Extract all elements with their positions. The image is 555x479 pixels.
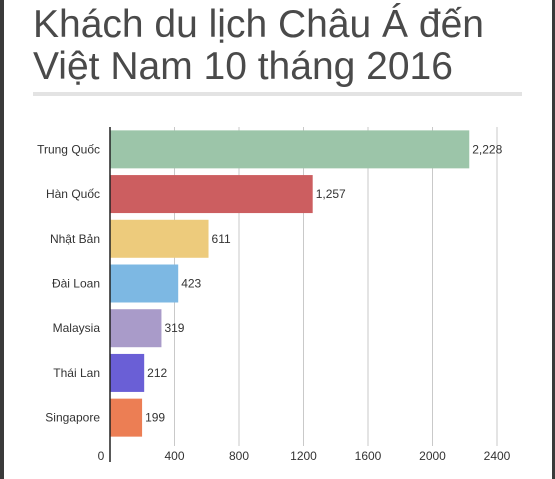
value-label: 423: [181, 277, 201, 291]
chart-title-line-2: Việt Nam 10 tháng 2016: [33, 45, 453, 88]
category-label: Nhật Bản: [50, 232, 100, 246]
bar: [110, 398, 143, 437]
category-label: Trung Quốc: [37, 142, 100, 156]
category-label: Đài Loan: [52, 277, 100, 291]
x-tick-label: 1600: [355, 449, 382, 463]
value-label: 1,257: [316, 187, 346, 201]
category-label: Hàn Quốc: [46, 187, 100, 201]
bar: [110, 175, 313, 214]
bar: [110, 264, 179, 303]
category-label: Malaysia: [53, 321, 101, 335]
bar: [110, 353, 145, 392]
x-tick-label: 1200: [290, 449, 317, 463]
bar: [110, 219, 209, 258]
chart-title: Khách du lịch Châu Á đến Việt Nam 10 thá…: [33, 4, 533, 88]
value-label: 212: [147, 366, 167, 380]
value-label: 199: [145, 411, 165, 425]
right-frame-border: [552, 0, 555, 479]
bar: [110, 130, 470, 169]
category-label: Singapore: [45, 411, 100, 425]
x-tick-label: 400: [164, 449, 184, 463]
chart-title-line-1: Khách du lịch Châu Á đến: [33, 3, 484, 46]
x-tick-label: 0: [98, 449, 105, 463]
x-tick-label: 800: [229, 449, 249, 463]
value-label: 319: [164, 321, 184, 335]
category-label: Thái Lan: [53, 366, 100, 380]
value-label: 611: [212, 232, 231, 246]
value-label: 2,228: [472, 142, 502, 156]
title-divider: [33, 92, 522, 96]
left-frame-border: [0, 0, 4, 479]
x-tick-label: 2000: [419, 449, 446, 463]
bar: [110, 309, 162, 348]
x-tick-label: 2400: [484, 449, 511, 463]
